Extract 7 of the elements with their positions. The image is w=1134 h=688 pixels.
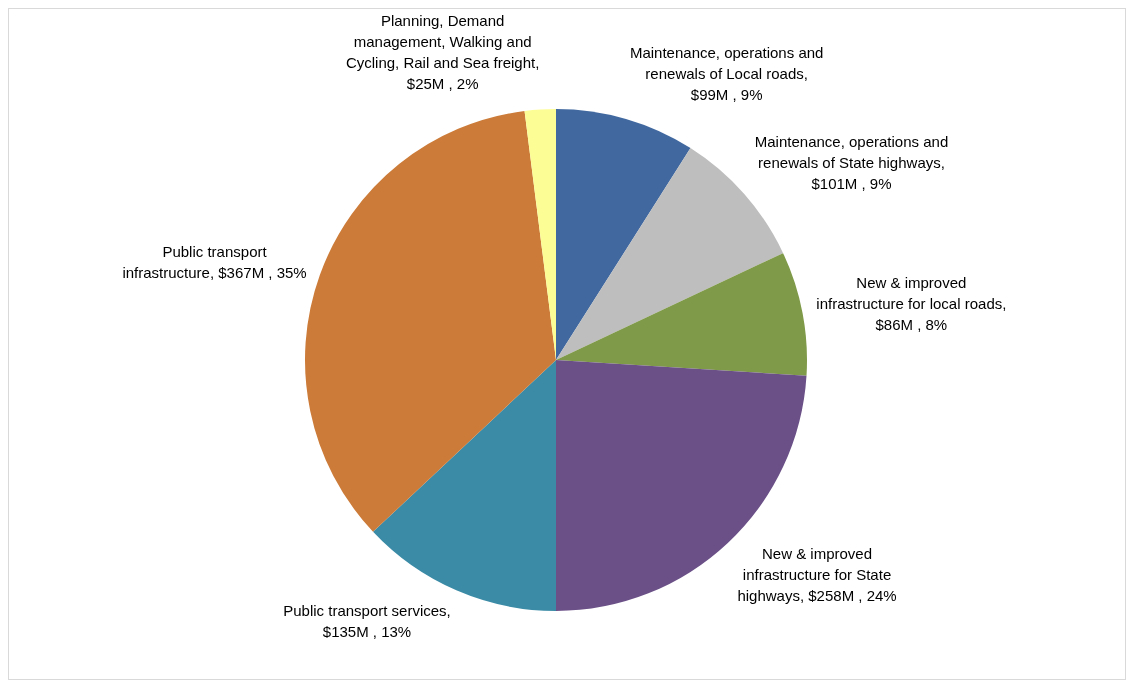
slice-label: Public transport infrastructure, $367M , 35% [122, 242, 307, 281]
slice-label: Maintenance, operations and renewals of Local roads, $99M , 9% [629, 44, 824, 104]
slice-label: Public transport services, $135M , 13% [283, 602, 451, 641]
slice-label: New & improved infrastructure for State highways, $258M , 24% [737, 545, 897, 605]
slice-label: Maintenance, operations and renewals of State highways, $101M , 9% [754, 133, 949, 193]
slice-label: Planning, Demand management, Walking and Cycling, Rail and Sea freight, $25M , 2% [345, 12, 540, 93]
slice-label: New & improved infrastructure for local roads, $86M , 8% [816, 273, 1007, 333]
